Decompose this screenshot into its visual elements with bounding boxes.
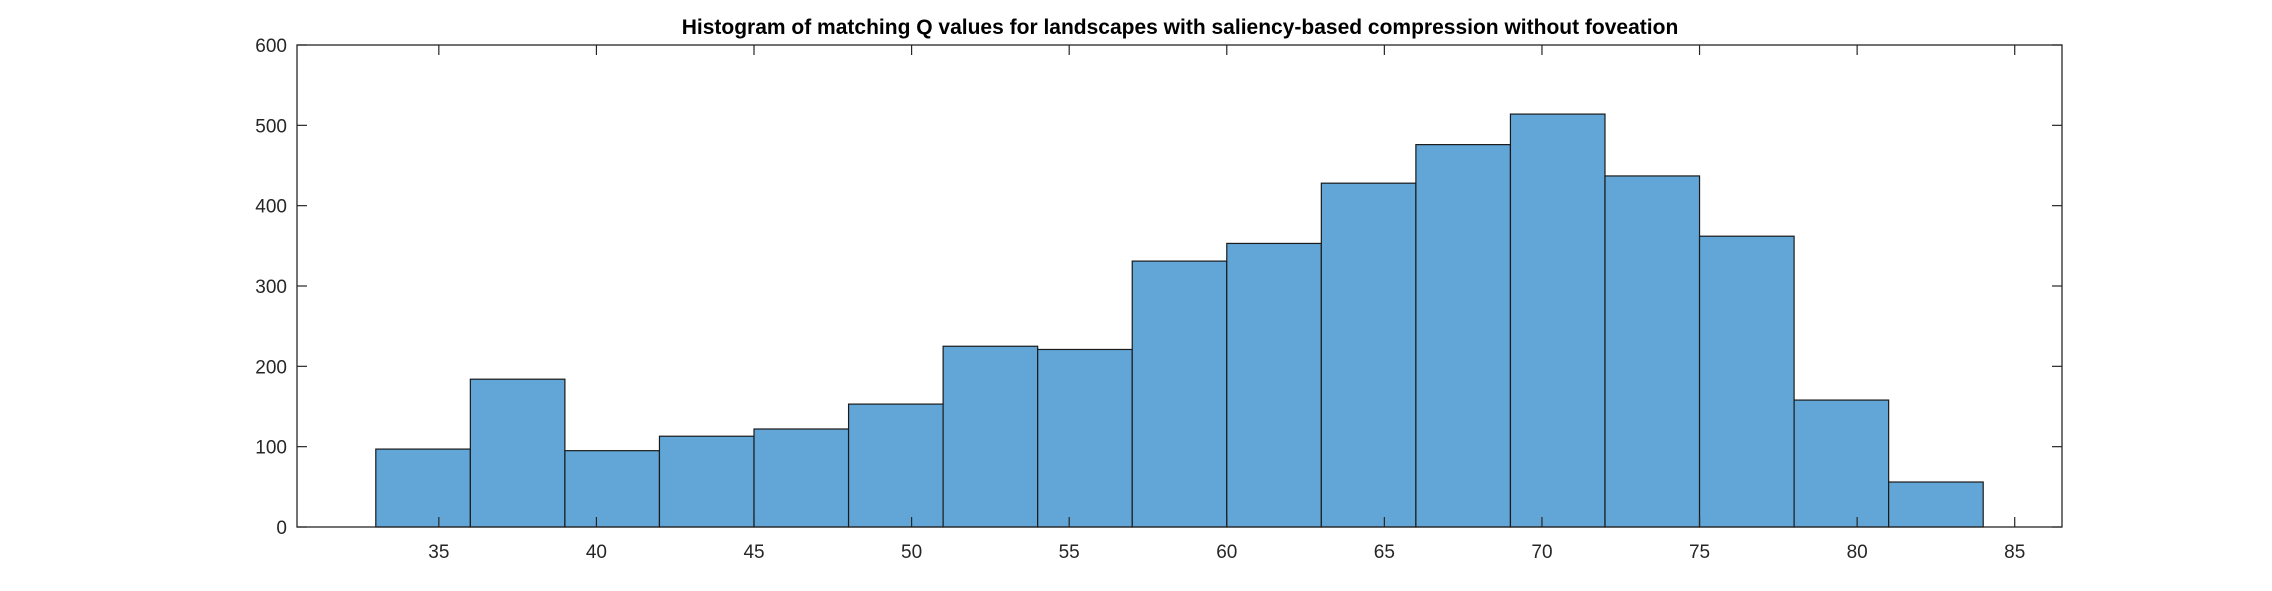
x-tick-label: 45 bbox=[743, 542, 764, 563]
histogram-bar-3 bbox=[658, 435, 755, 528]
histogram-bar-12 bbox=[1509, 113, 1606, 528]
x-tick-label: 70 bbox=[1531, 542, 1552, 563]
x-tick-label: 60 bbox=[1216, 542, 1237, 563]
axis-ticks: 35 40 45 50 55 60 65 70 75 80 85 0 100 200 300 400 500 60… bbox=[255, 36, 2062, 563]
histogram-bar-1 bbox=[469, 378, 566, 528]
histogram-bar-16 bbox=[1888, 481, 1984, 528]
histogram-bar-15 bbox=[1793, 399, 1890, 528]
y-tick-label: 0 bbox=[276, 518, 287, 539]
histogram-bar-7 bbox=[1037, 348, 1133, 528]
histogram-bar-2 bbox=[564, 450, 661, 528]
chart-title: Histogram of matching Q values for lands… bbox=[682, 16, 1679, 39]
x-tick-label: 40 bbox=[586, 542, 607, 563]
x-tick-label: 65 bbox=[1374, 542, 1395, 563]
histogram-bar-13 bbox=[1604, 175, 1701, 528]
x-tick-label: 35 bbox=[428, 542, 449, 563]
histogram-bar-11 bbox=[1415, 144, 1512, 528]
histogram-bar-10 bbox=[1320, 182, 1417, 528]
bars-group bbox=[375, 113, 1984, 528]
y-tick-label: 100 bbox=[255, 438, 287, 459]
histogram-bar-9 bbox=[1226, 242, 1322, 528]
y-tick-label: 600 bbox=[255, 36, 287, 57]
histogram-bar-0 bbox=[375, 448, 471, 528]
x-tick-label: 80 bbox=[1847, 542, 1868, 563]
y-tick-label: 500 bbox=[255, 116, 287, 137]
x-tick-label: 55 bbox=[1059, 542, 1080, 563]
y-tick-label: 400 bbox=[255, 197, 287, 218]
histogram-bar-6 bbox=[942, 345, 1039, 528]
y-tick-label: 300 bbox=[255, 277, 287, 298]
y-tick-label: 200 bbox=[255, 357, 287, 378]
x-tick-label: 75 bbox=[1689, 542, 1710, 563]
histogram-bar-8 bbox=[1131, 260, 1228, 528]
x-tick-label: 85 bbox=[2004, 542, 2025, 563]
x-tick-label: 50 bbox=[901, 542, 922, 563]
histogram-bar-5 bbox=[847, 403, 944, 528]
histogram-bar-4 bbox=[753, 428, 850, 528]
histogram-bar-14 bbox=[1698, 235, 1795, 528]
